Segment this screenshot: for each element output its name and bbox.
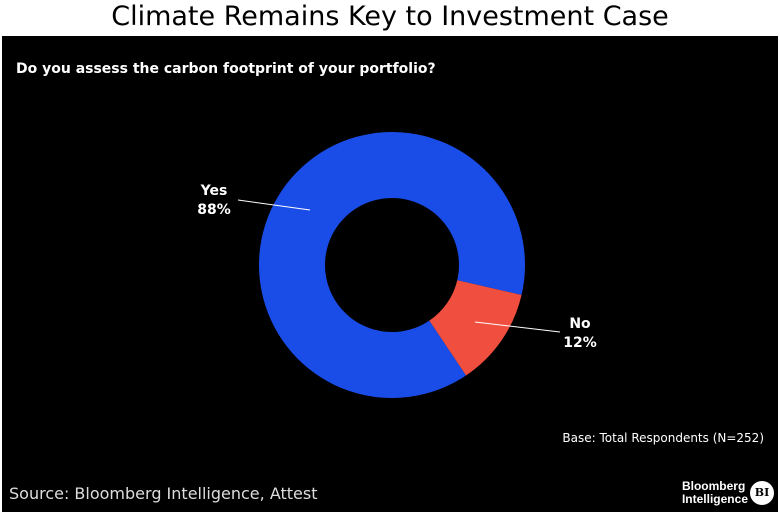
leader-line-yes [237,199,311,211]
chart-panel: Do you assess the carbon footprint of yo… [2,36,778,512]
slice-yes [259,131,526,398]
slice-value-label: 12% [563,335,597,351]
donut-chart: No 12% Yes 88% [197,131,597,398]
leader-line-no [474,321,561,333]
slice-label: Yes [200,183,228,199]
base-note: Base: Total Respondents (N=252) [562,431,764,445]
logo-line2: Intelligence [681,492,748,506]
slice-no [429,280,522,376]
slice-value-label: 88% [197,202,231,218]
slice-label: No [569,316,591,332]
logo-line1: Bloomberg [681,479,746,493]
source-text: Source: Bloomberg Intelligence, Attest [9,484,318,503]
page-title: Climate Remains Key to Investment Case [111,1,669,32]
chart-title: Do you assess the carbon footprint of yo… [16,61,436,77]
bi-badge-icon: BI [750,481,774,505]
bloomberg-logo: Bloomberg Intelligence [682,480,748,506]
